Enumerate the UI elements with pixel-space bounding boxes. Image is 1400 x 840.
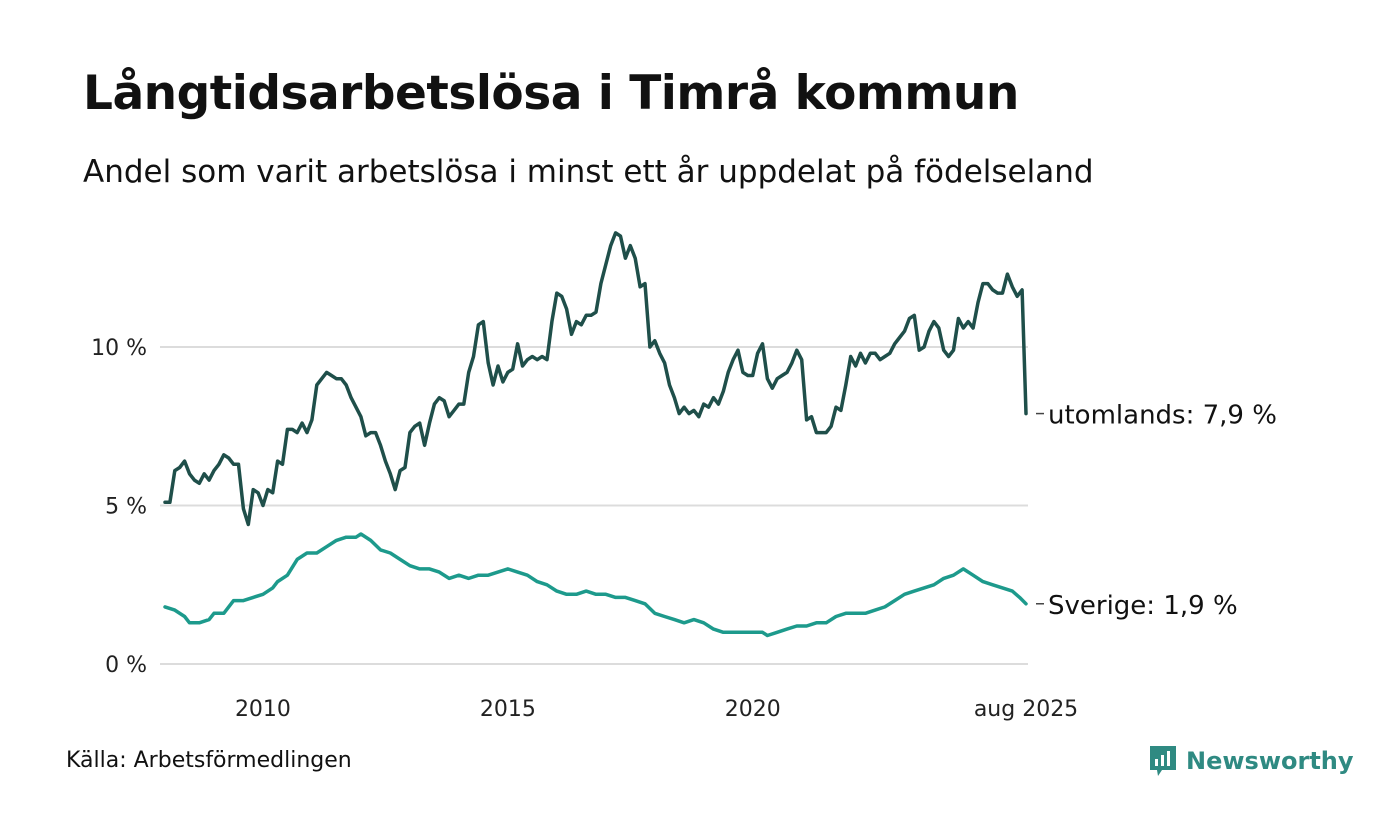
brand-name: Newsworthy [1186,747,1354,775]
x-tick-label: 2010 [235,697,291,722]
x-tick-label: aug 2025 [974,697,1078,722]
x-tick-label: 2015 [480,697,536,722]
y-tick-label: 5 % [105,495,147,520]
end-label-utomlands: utomlands: 7,9 % [1048,401,1277,431]
source-note: Källa: Arbetsförmedlingen [66,748,352,773]
series-line-utomlands [163,231,1028,527]
chart-subtitle: Andel som varit arbetslösa i minst ett å… [83,154,1094,190]
y-tick-label: 0 % [105,653,147,678]
newsworthy-logo-icon [1150,746,1176,776]
brand-logo: Newsworthy [1148,744,1354,778]
y-tick-label: 10 % [91,336,147,361]
series-line-sverige [163,532,1028,638]
chart-title: Långtidsarbetslösa i Timrå kommun [83,66,1019,121]
x-tick-label: 2020 [725,697,781,722]
end-label-sverige: Sverige: 1,9 % [1048,591,1238,621]
